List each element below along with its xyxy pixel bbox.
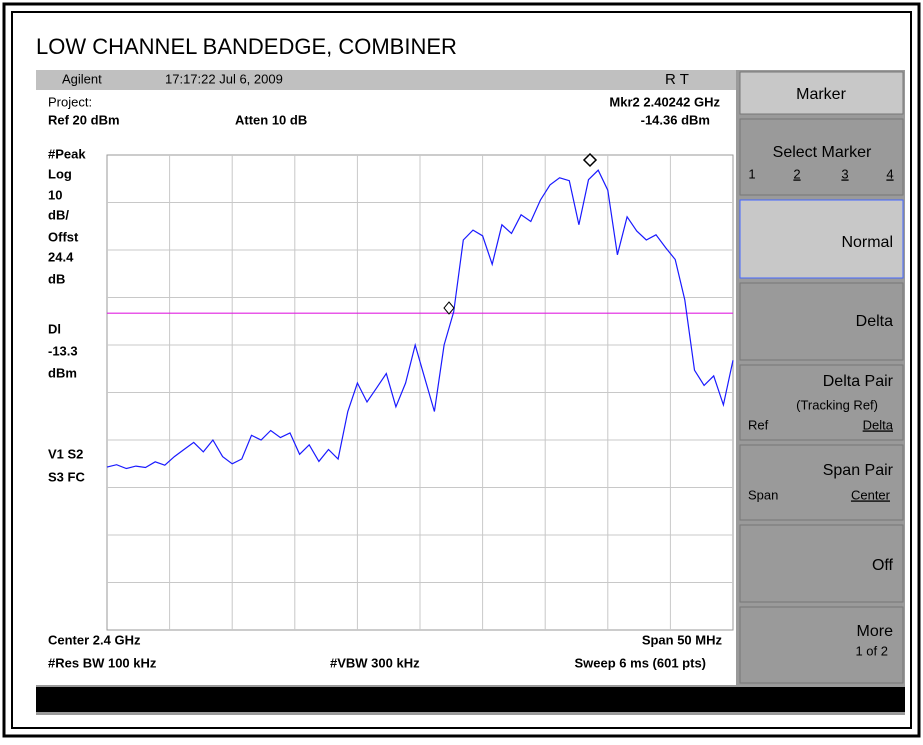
- trace-layer: [106, 169, 734, 470]
- softkey-label: Delta Pair: [823, 373, 894, 390]
- header-bar: [36, 70, 736, 90]
- softkey-title: [739, 71, 904, 115]
- softkey[interactable]: [739, 364, 904, 441]
- softkey-title-text: Marker: [796, 86, 846, 103]
- left-label: dB: [48, 271, 65, 286]
- softkey-label: Delta: [856, 313, 893, 330]
- spectrum-trace: [106, 169, 734, 470]
- softkey-sub: Delta: [863, 417, 894, 432]
- softkey[interactable]: [739, 606, 904, 684]
- attenuation: Atten 10 dB: [235, 112, 307, 127]
- ref-level: Ref 20 dBm: [48, 112, 120, 127]
- softkey[interactable]: [739, 444, 904, 521]
- marker-1: [443, 301, 455, 315]
- timestamp: 17:17:22 Jul 6, 2009: [165, 71, 283, 86]
- brand: Agilent: [62, 71, 102, 86]
- display-unit: dBm: [48, 365, 77, 380]
- left-label: Log: [48, 166, 72, 181]
- status-bar: [36, 687, 905, 712]
- inner-frame: [11, 11, 912, 729]
- status: S3 FC: [48, 469, 85, 484]
- grid: [107, 155, 733, 630]
- softkeys: Marker Select Marker Normal Delta Delta …: [739, 71, 904, 684]
- left-label: #Peak: [48, 146, 86, 161]
- marker-freq: Mkr2 2.40242 GHz: [609, 94, 720, 109]
- page-title: LOW CHANNEL BANDEDGE, COMBINER: [36, 34, 457, 59]
- left-label: Offst: [48, 229, 79, 244]
- softkey[interactable]: [739, 118, 904, 196]
- softkey-label: Off: [872, 557, 894, 574]
- left-label: 10: [48, 187, 62, 202]
- softkey-label: Select Marker: [773, 144, 872, 161]
- softkey-sub: 1 of 2: [855, 643, 888, 658]
- softkey[interactable]: [739, 199, 904, 279]
- left-label: Dl: [48, 321, 61, 336]
- vbw: #VBW 300 kHz: [330, 655, 420, 670]
- softkey-label: Normal: [841, 234, 893, 251]
- softkey-label: More: [857, 623, 894, 640]
- marker-option: 1: [748, 166, 755, 181]
- flags: R T: [665, 71, 689, 88]
- marker-2: [582, 152, 598, 168]
- marker-option: 2: [793, 166, 800, 181]
- marker-level: -14.36 dBm: [641, 112, 710, 127]
- left-label: dB/: [48, 207, 69, 222]
- marker-option: 3: [841, 166, 848, 181]
- project: Project:: [48, 94, 92, 109]
- rbw: #Res BW 100 kHz: [48, 655, 157, 670]
- softkey-sub: Ref: [748, 417, 769, 432]
- softkey-sub: (Tracking Ref): [796, 397, 878, 412]
- softkey-label: Span Pair: [823, 462, 894, 479]
- left-label: 24.4: [48, 249, 74, 264]
- display-line-value: -13.3: [48, 343, 78, 358]
- softkey[interactable]: [739, 282, 904, 361]
- status: V1 S2: [48, 446, 83, 461]
- center-freq: Center 2.4 GHz: [48, 632, 141, 647]
- softkey-sub: Span: [748, 487, 778, 502]
- softkey[interactable]: [739, 524, 904, 603]
- marker-option: 4: [886, 166, 893, 181]
- softkey-sub: Center: [851, 487, 891, 502]
- span: Span 50 MHz: [642, 632, 723, 647]
- sweep: Sweep 6 ms (601 pts): [575, 655, 707, 670]
- left-labels: #Peak Log 10 dB/Offst 24.4 dB Dl: [48, 146, 86, 336]
